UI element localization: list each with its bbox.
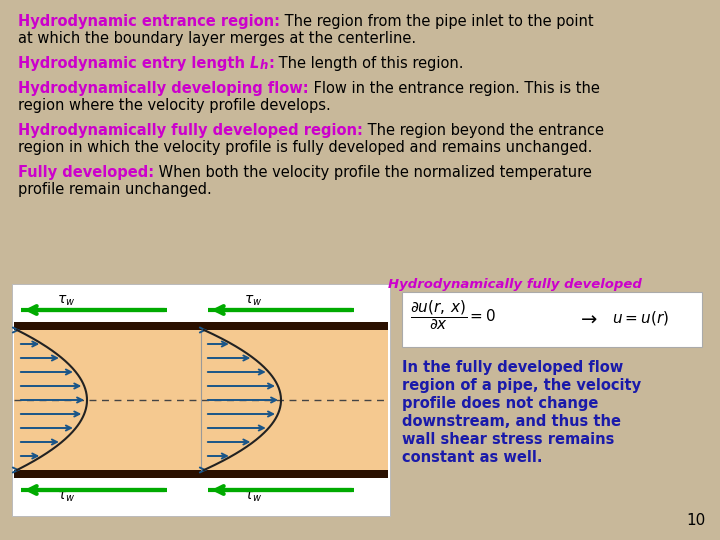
Text: Hydrodynamically fully developed region:: Hydrodynamically fully developed region: bbox=[18, 123, 363, 138]
Bar bbox=[14, 470, 388, 478]
Text: Hydrodynamically fully developed: Hydrodynamically fully developed bbox=[388, 278, 642, 291]
Text: wall shear stress remains: wall shear stress remains bbox=[402, 432, 614, 447]
Bar bbox=[14, 322, 388, 478]
Bar bbox=[14, 322, 388, 330]
Text: h: h bbox=[259, 59, 268, 72]
Text: profile remain unchanged.: profile remain unchanged. bbox=[18, 182, 212, 197]
Text: Fully developed:: Fully developed: bbox=[18, 165, 154, 180]
Text: $\rightarrow$: $\rightarrow$ bbox=[577, 309, 598, 328]
Text: The region beyond the entrance: The region beyond the entrance bbox=[363, 123, 604, 138]
Text: $\tau_w$: $\tau_w$ bbox=[244, 490, 263, 504]
Text: $\tau_w$: $\tau_w$ bbox=[57, 490, 76, 504]
Text: $\tau_w$: $\tau_w$ bbox=[57, 294, 76, 308]
Text: downstream, and thus the: downstream, and thus the bbox=[402, 414, 621, 429]
Text: $\tau_w$: $\tau_w$ bbox=[244, 294, 263, 308]
Text: region in which the velocity profile is fully developed and remains unchanged.: region in which the velocity profile is … bbox=[18, 140, 593, 155]
Bar bbox=[402, 292, 702, 347]
Text: Hydrodynamically developing flow:: Hydrodynamically developing flow: bbox=[18, 81, 309, 96]
Text: region of a pipe, the velocity: region of a pipe, the velocity bbox=[402, 378, 641, 393]
Text: 10: 10 bbox=[687, 513, 706, 528]
Text: In the fully developed flow: In the fully developed flow bbox=[402, 360, 624, 375]
Text: When both the velocity profile the normalized temperature: When both the velocity profile the norma… bbox=[154, 165, 592, 180]
Text: Flow in the entrance region. This is the: Flow in the entrance region. This is the bbox=[309, 81, 600, 96]
Text: The region from the pipe inlet to the point: The region from the pipe inlet to the po… bbox=[280, 14, 593, 29]
Text: constant as well.: constant as well. bbox=[402, 450, 542, 465]
Text: :: : bbox=[268, 56, 274, 71]
Text: Hydrodynamic entry length: Hydrodynamic entry length bbox=[18, 56, 250, 71]
Text: at which the boundary layer merges at the centerline.: at which the boundary layer merges at th… bbox=[18, 31, 416, 46]
Text: The length of this region.: The length of this region. bbox=[274, 56, 463, 71]
Text: Hydrodynamic entrance region:: Hydrodynamic entrance region: bbox=[18, 14, 280, 29]
Text: profile does not change: profile does not change bbox=[402, 396, 598, 411]
Bar bbox=[12, 284, 390, 516]
Text: region where the velocity profile develops.: region where the velocity profile develo… bbox=[18, 98, 330, 113]
Text: $u = u(r)$: $u = u(r)$ bbox=[612, 309, 669, 327]
Text: $\dfrac{\partial u(r,\,x)}{\partial x} = 0$: $\dfrac{\partial u(r,\,x)}{\partial x} =… bbox=[410, 298, 496, 332]
Text: L: L bbox=[250, 56, 259, 71]
